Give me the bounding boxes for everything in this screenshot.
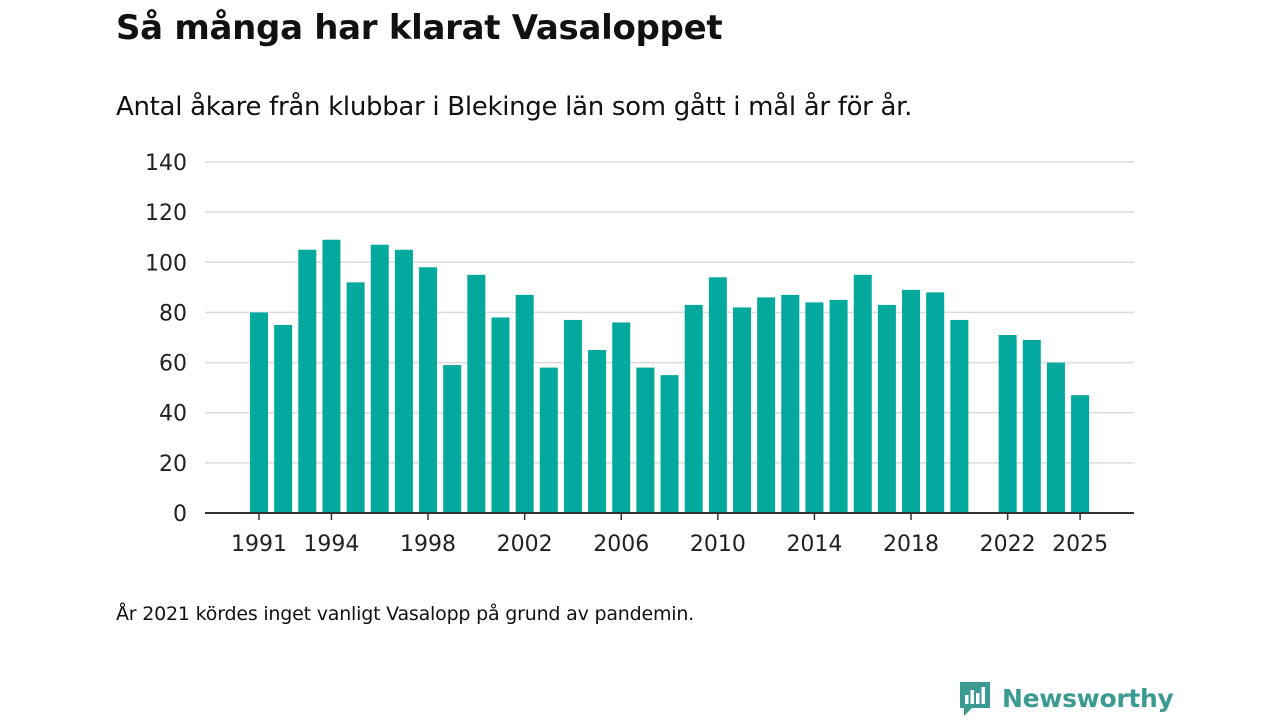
bar-2012 <box>757 297 776 513</box>
bar-2004 <box>563 319 582 513</box>
y-tick-label-140: 140 <box>145 151 187 176</box>
x-tick-label-2025: 2025 <box>1052 532 1108 557</box>
bars <box>250 239 1090 513</box>
y-tick-label-20: 20 <box>159 452 187 477</box>
bar-2005 <box>588 350 607 513</box>
bar-2013 <box>781 294 800 513</box>
newsworthy-brand[interactable]: Newsworthy <box>958 678 1174 718</box>
bar-2016 <box>853 274 872 513</box>
y-tick-label-40: 40 <box>159 402 187 427</box>
y-tick-label-0: 0 <box>173 502 187 527</box>
newsworthy-logo-icon <box>960 682 990 716</box>
bar-2018 <box>902 289 921 513</box>
y-tick-label-120: 120 <box>145 201 187 226</box>
y-tick-label-100: 100 <box>145 251 187 276</box>
bar-2000 <box>467 274 486 513</box>
y-tick-label-80: 80 <box>159 301 187 326</box>
y-axis-tick-labels: 0 20 40 60 80 100 120 140 <box>145 151 187 527</box>
bar-chart: 0 20 40 60 80 100 120 140 1991 1994 1998 2002 2006 2… <box>145 151 1134 557</box>
bar-2023 <box>1022 340 1041 513</box>
bar-1994 <box>322 239 341 513</box>
bar-1997 <box>394 249 413 513</box>
x-tick-label-2010: 2010 <box>690 532 746 557</box>
bar-2019 <box>926 292 945 513</box>
bar-2022 <box>998 334 1017 513</box>
y-tick-label-60: 60 <box>159 352 187 377</box>
bar-1999 <box>443 365 462 513</box>
brand-name: Newsworthy <box>1002 683 1174 713</box>
bar-2011 <box>733 307 751 513</box>
x-tick-label-2002: 2002 <box>497 532 553 557</box>
bar-2020 <box>950 319 969 513</box>
x-tick-label-2014: 2014 <box>786 532 842 557</box>
bar-2025 <box>1071 395 1090 513</box>
bar-1993 <box>298 249 317 513</box>
bar-1991 <box>250 312 268 513</box>
footnote: År 2021 kördes inget vanligt Vasalopp på… <box>116 603 695 625</box>
bar-2017 <box>877 304 896 513</box>
bar-2002 <box>515 294 534 513</box>
bar-1998 <box>419 267 438 513</box>
bar-2003 <box>539 367 558 513</box>
bar-1995 <box>346 282 365 513</box>
bar-2015 <box>829 299 848 513</box>
bar-1992 <box>274 324 293 513</box>
bar-2007 <box>636 367 655 513</box>
chart-subtitle: Antal åkare från klubbar i Blekinge län … <box>116 92 913 122</box>
bar-2001 <box>491 317 510 513</box>
x-tick-label-1994: 1994 <box>303 532 359 557</box>
chart-title: Så många har klarat Vasaloppet <box>116 8 723 48</box>
x-tick-label-2006: 2006 <box>593 532 649 557</box>
bar-2010 <box>708 277 727 513</box>
x-tick-label-1991: 1991 <box>231 532 287 557</box>
bar-1996 <box>370 244 389 513</box>
x-axis-ticks: 1991 1994 1998 2002 2006 2010 2014 2018 2022 2025 <box>231 513 1108 557</box>
bar-2024 <box>1046 362 1065 513</box>
x-tick-label-1998: 1998 <box>400 532 456 557</box>
bar-2014 <box>805 302 824 513</box>
x-tick-label-2018: 2018 <box>883 532 939 557</box>
bar-2009 <box>684 304 703 513</box>
bar-2008 <box>660 375 679 513</box>
x-tick-label-2022: 2022 <box>980 532 1036 557</box>
bar-2006 <box>612 322 631 513</box>
